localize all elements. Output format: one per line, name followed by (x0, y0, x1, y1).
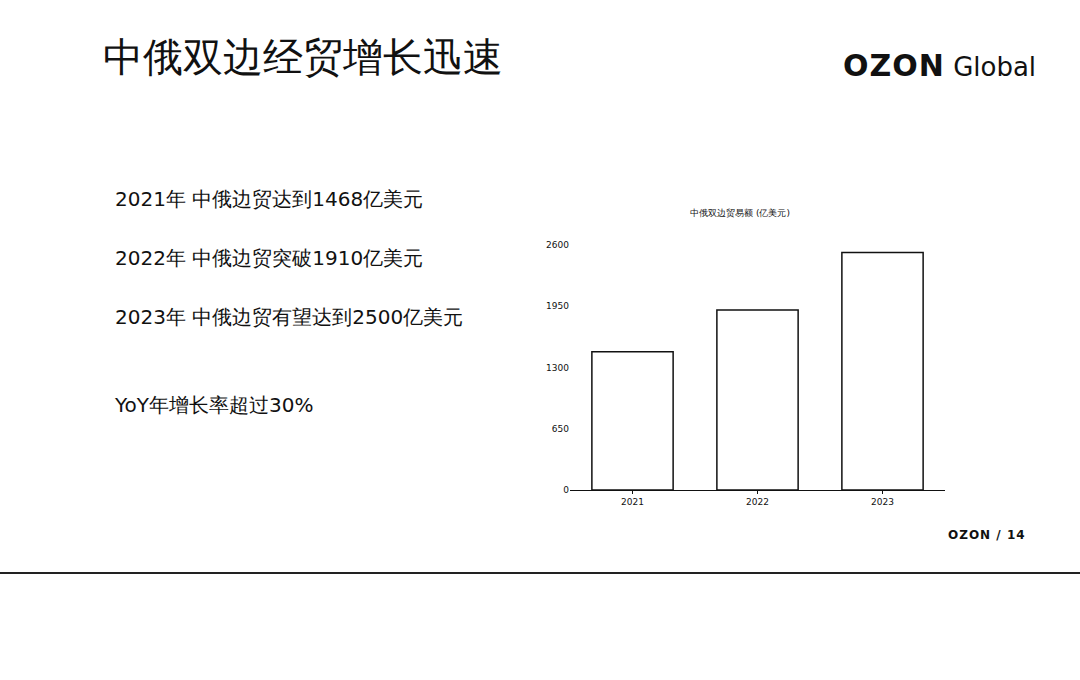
html-text:中俄双边经贸增长迅速: 中俄双边经贸增长迅速 (103, 34, 503, 80)
html-text:OZON Global: OZON Global (843, 48, 1037, 83)
svg-text:2600: 2600 (546, 240, 569, 250)
svg-text:0: 0 (563, 485, 569, 495)
svg-text:中俄双边贸易额 (亿美元): 中俄双边贸易额 (亿美元) (690, 208, 790, 218)
html-text:YoY年增长率超过30%: YoY年增长率超过30% (115, 393, 314, 417)
svg-text:650: 650 (552, 424, 569, 434)
html-text:2022年 中俄边贸突破1910亿美元: 2022年 中俄边贸突破1910亿美元 (115, 246, 424, 270)
svg-text:2023: 2023 (871, 497, 894, 507)
svg-text:2021: 2021 (621, 497, 644, 507)
html-text:2023年 中俄边贸有望达到2500亿美元: 2023年 中俄边贸有望达到2500亿美元 (115, 305, 464, 329)
html-text:OZON / 14: OZON / 14 (948, 528, 1026, 542)
svg-text:2022: 2022 (746, 497, 769, 507)
svg-text:1300: 1300 (546, 363, 569, 373)
svg-text:1950: 1950 (546, 301, 569, 311)
html-text:2021年 中俄边贸达到1468亿美元: 2021年 中俄边贸达到1468亿美元 (115, 187, 424, 211)
